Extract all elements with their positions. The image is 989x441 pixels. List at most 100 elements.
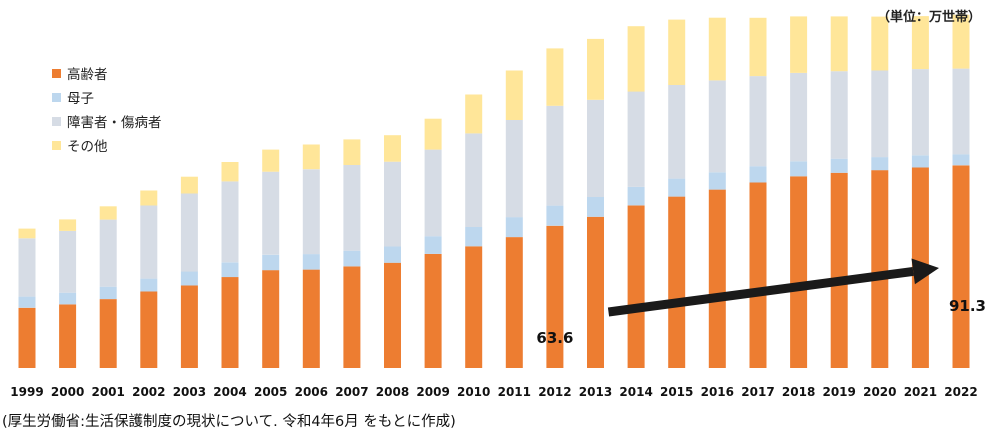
- bar-2019-series-2: [831, 71, 848, 159]
- bar-2009-series-1: [425, 236, 442, 254]
- bar-2001-series-3: [100, 206, 117, 219]
- bar-2008-series-3: [384, 135, 401, 162]
- bar-2005-series-0: [262, 270, 279, 368]
- bar-2015-series-1: [668, 179, 685, 197]
- bar-2005-series-2: [262, 172, 279, 255]
- bar-2000-series-0: [59, 304, 76, 368]
- bar-2012-series-2: [546, 106, 563, 206]
- bar-2016-series-3: [709, 18, 726, 81]
- bar-1999-series-2: [19, 238, 36, 296]
- legend-item-disabled-sick: 障害者・傷病者: [52, 109, 162, 133]
- bar-2004-series-1: [222, 262, 239, 277]
- bar-2004-series-2: [222, 181, 239, 262]
- bar-2003-series-1: [181, 272, 198, 286]
- bar-2021-series-1: [912, 155, 929, 167]
- bar-2015-series-2: [668, 85, 685, 179]
- x-tick-label: 2012: [538, 385, 571, 399]
- bar-2018-series-1: [790, 161, 807, 176]
- x-tick-label: 2004: [213, 385, 246, 399]
- bar-2014-series-0: [628, 206, 645, 369]
- bar-2001-series-0: [100, 299, 117, 368]
- legend-item-single-mother: 母子: [52, 85, 162, 109]
- value-label-2012: 63.6: [536, 329, 573, 347]
- bar-2002-series-3: [140, 191, 157, 206]
- x-tick-label: 2018: [782, 385, 815, 399]
- bar-2013-series-3: [587, 39, 604, 100]
- bar-2013-series-0: [587, 217, 604, 368]
- x-tick-label: 2019: [822, 385, 855, 399]
- bar-2020-series-2: [871, 71, 888, 158]
- bar-2006-series-2: [303, 169, 320, 254]
- bar-2018-series-3: [790, 16, 807, 73]
- bar-2011-series-3: [506, 71, 523, 121]
- bar-2015-series-3: [668, 20, 685, 85]
- bar-2006-series-3: [303, 145, 320, 170]
- legend-swatch-single-mother: [52, 93, 61, 102]
- bar-2017-series-2: [750, 76, 767, 166]
- bar-2009-series-0: [425, 254, 442, 368]
- x-tick-label: 2007: [335, 385, 368, 399]
- x-tick-label: 2002: [132, 385, 165, 399]
- x-tick-label: 2022: [944, 385, 977, 399]
- legend-item-elderly: 高齢者: [52, 61, 162, 85]
- legend-label-elderly: 高齢者: [67, 63, 108, 83]
- bar-2006-series-0: [303, 270, 320, 368]
- bar-2001-series-1: [100, 287, 117, 299]
- bar-2000-series-2: [59, 231, 76, 293]
- bar-2019-series-1: [831, 159, 848, 173]
- x-tick-label: 2008: [376, 385, 409, 399]
- bar-2017-series-1: [750, 166, 767, 182]
- bar-2002-series-0: [140, 292, 157, 369]
- x-tick-label: 2021: [904, 385, 937, 399]
- bar-2005-series-3: [262, 150, 279, 172]
- bar-2022-series-1: [953, 154, 970, 165]
- x-tick-label: 2017: [741, 385, 774, 399]
- bar-2005-series-1: [262, 255, 279, 270]
- x-tick-label: 2003: [173, 385, 206, 399]
- bar-2012-series-1: [546, 206, 563, 226]
- bar-2019-series-3: [831, 16, 848, 71]
- legend-item-other: その他: [52, 133, 162, 157]
- bar-2020-series-1: [871, 157, 888, 170]
- x-tick-label: 2001: [91, 385, 124, 399]
- legend-swatch-other: [52, 141, 61, 150]
- bar-2018-series-2: [790, 73, 807, 161]
- bar-2020-series-0: [871, 170, 888, 368]
- bar-2007-series-2: [343, 165, 360, 251]
- bar-2000-series-1: [59, 293, 76, 305]
- bar-2017-series-3: [750, 18, 767, 76]
- bar-2004-series-0: [222, 277, 239, 368]
- bar-2019-series-0: [831, 173, 848, 368]
- legend-label-other: その他: [67, 135, 108, 155]
- bar-2004-series-3: [222, 162, 239, 181]
- bar-2016-series-0: [709, 190, 726, 368]
- legend-label-disabled-sick: 障害者・傷病者: [67, 111, 162, 131]
- bar-2014-series-2: [628, 92, 645, 187]
- source-note: (厚生労働省:生活保護制度の現状について. 令和4年6月 をもとに作成): [2, 410, 456, 431]
- bar-2003-series-3: [181, 177, 198, 194]
- bar-2015-series-0: [668, 197, 685, 368]
- bar-2021-series-2: [912, 69, 929, 155]
- bar-2011-series-1: [506, 217, 523, 237]
- bar-2012-series-3: [546, 48, 563, 105]
- bar-1999-series-1: [19, 297, 36, 308]
- x-tick-label: 2015: [660, 385, 693, 399]
- x-tick-label: 1999: [10, 385, 43, 399]
- legend-label-single-mother: 母子: [67, 87, 94, 107]
- bar-2000-series-3: [59, 219, 76, 231]
- bar-2008-series-2: [384, 162, 401, 247]
- legend-swatch-elderly: [52, 69, 61, 78]
- bar-2018-series-0: [790, 176, 807, 368]
- bar-2011-series-0: [506, 237, 523, 368]
- x-tick-label: 2014: [619, 385, 652, 399]
- bar-2010-series-2: [465, 133, 482, 227]
- x-tick-label: 2006: [295, 385, 328, 399]
- bar-2010-series-0: [465, 246, 482, 368]
- x-tick-label: 2013: [579, 385, 612, 399]
- bar-2002-series-2: [140, 206, 157, 279]
- legend: 高齢者 母子 障害者・傷病者 その他: [52, 61, 162, 157]
- x-tick-label: 2005: [254, 385, 287, 399]
- bar-2001-series-2: [100, 220, 117, 287]
- bar-2014-series-3: [628, 26, 645, 91]
- bar-2003-series-2: [181, 194, 198, 272]
